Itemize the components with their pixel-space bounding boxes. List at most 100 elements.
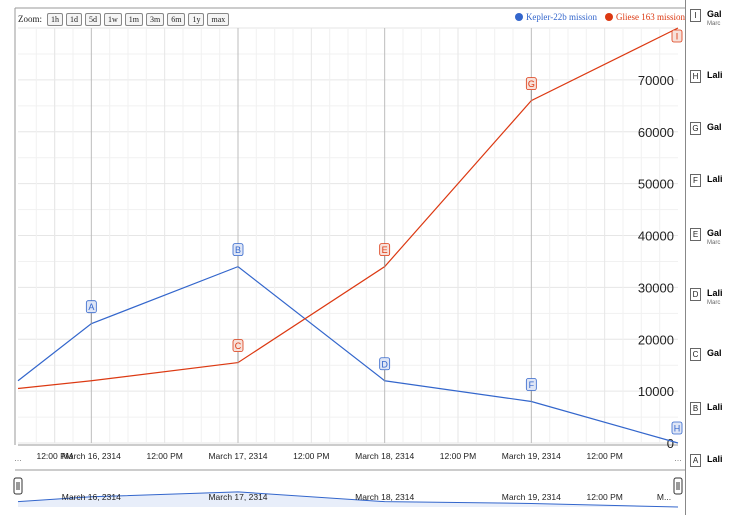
marker-letter: H (674, 424, 681, 434)
annotation-row-a[interactable]: A Lali (690, 454, 723, 467)
annotation-markers: A B C D E F G H I (85, 29, 683, 435)
annotation-row-f[interactable]: F Lali (690, 174, 723, 187)
annotation-marker-a[interactable]: A (85, 300, 97, 324)
zoom-5d-button[interactable]: 5d (85, 12, 101, 26)
annotation-marker-h[interactable]: H (671, 421, 683, 435)
annotation-title: Gal (707, 348, 722, 358)
legend-label-kepler: Kepler-22b mission (525, 12, 597, 22)
annotation-marker-i[interactable]: I (671, 29, 683, 43)
x-tick-label: 12:00 PM (586, 451, 622, 461)
annotation-title: Lali (707, 70, 723, 80)
annotation-flag: G (690, 122, 701, 135)
annotation-title: Gal Marc (707, 9, 722, 27)
annotation-row-i[interactable]: I Gal Marc (690, 9, 722, 29)
x-tick-label: March 17, 2314 (208, 451, 267, 461)
x-axis-ellipsis: … (674, 454, 682, 463)
series-line-gliese[interactable] (17, 27, 679, 390)
zoom-6m-button[interactable]: 6m (167, 12, 186, 26)
y-tick-label: 10000 (638, 384, 674, 399)
range-navigator-track[interactable]: March 16, 2314 March 17, 2314 March 18, 23… (15, 469, 685, 508)
annotation-row-g[interactable]: G Gal (690, 122, 722, 135)
annotation-row-b[interactable]: B Lali (690, 402, 723, 415)
annotation-title: Lali (707, 174, 723, 184)
marker-flag (85, 300, 97, 314)
zoom-toolbar: Zoom: 1h 1d 5d 1w 1m 3m 6m 1y max (18, 12, 230, 26)
x-tick-label: 12:00 PM (36, 451, 72, 461)
zoom-max-button[interactable]: max (207, 12, 230, 26)
y-tick-label: 50000 (638, 177, 674, 192)
annotation-flag: A (690, 454, 701, 467)
y-tick-label: 20000 (638, 332, 674, 347)
marker-letter: I (676, 32, 679, 42)
marker-flag (525, 77, 537, 91)
zoom-1h-button[interactable]: 1h (47, 12, 63, 26)
x-tick-label: 12:00 PM (293, 451, 329, 461)
zoom-1w-button[interactable]: 1w (104, 12, 122, 26)
y-tick-label: 60000 (638, 125, 674, 140)
annotation-row-h[interactable]: H Lali (690, 70, 723, 83)
annotation-flag: C (690, 348, 701, 361)
annotation-row-c[interactable]: C Gal (690, 348, 722, 361)
legend-swatch-kepler (514, 13, 523, 21)
annotation-flag: B (690, 402, 701, 415)
annotation-marker-e[interactable]: E (379, 243, 391, 267)
y-tick-label: 30000 (638, 280, 674, 295)
marker-letter: A (88, 302, 94, 312)
navigator-label: 12:00 PM (586, 492, 622, 502)
annotation-row-d[interactable]: D Lali Marc (690, 288, 723, 308)
zoom-3m-button[interactable]: 3m (146, 12, 165, 26)
legend-item-kepler[interactable]: Kepler-22b mission (514, 12, 597, 22)
handle-grip (673, 477, 683, 495)
navigator-left-handle[interactable] (13, 477, 23, 495)
annotation-flag: E (690, 228, 701, 241)
annotation-marker-f[interactable]: F (525, 378, 537, 402)
x-tick-label: March 16, 2314 (62, 451, 121, 461)
zoom-1d-button[interactable]: 1d (66, 12, 82, 26)
range-navigator[interactable]: March 16, 2314 March 17, 2314 March 18, 23… (13, 469, 685, 508)
navigator-line (17, 491, 679, 508)
zoom-label: Zoom: (18, 14, 42, 24)
marker-flag (379, 243, 391, 257)
marker-flag (671, 421, 683, 435)
annotation-marker-d[interactable]: D (379, 357, 391, 381)
legend-swatch-gliese (605, 13, 613, 21)
x-axis-ellipsis: … (14, 454, 22, 463)
annotation-subtitle: Marc (707, 21, 721, 27)
annotation-marker-b[interactable]: B (232, 243, 244, 267)
y-tick-label: 40000 (638, 229, 674, 244)
handle-grip (13, 477, 23, 495)
marker-flag (232, 243, 244, 257)
annotation-marker-c[interactable]: C (232, 339, 244, 363)
annotation-flag: D (690, 288, 701, 301)
legend: Kepler-22b mission Gliese 163 mission (514, 12, 685, 22)
navigator-label: M... (657, 492, 671, 502)
marker-flag (525, 378, 537, 391)
y-tick-label: 70000 (638, 73, 674, 88)
annotations-panel: I Gal Marc H Lali G Gal F Lali E Gal Marc D Lali Marc C… (685, 0, 740, 515)
navigator-label: March 19, 2314 (502, 492, 561, 502)
annotation-title: Gal (707, 122, 722, 132)
chart-canvas: 0 10000 20000 30000 40000 50000 60000 70000 12:… (13, 7, 685, 508)
marker-letter: B (235, 245, 241, 255)
marker-flag (232, 339, 244, 352)
zoom-1y-button[interactable]: 1y (188, 12, 205, 26)
zoom-1m-button[interactable]: 1m (124, 12, 144, 26)
annotation-subtitle: Marc (707, 300, 721, 306)
annotation-marker-g[interactable]: G (525, 77, 537, 101)
annotation-title: Gal Marc (707, 228, 722, 246)
legend-item-gliese[interactable]: Gliese 163 mission (605, 12, 685, 22)
annotation-row-e[interactable]: E Gal Marc (690, 228, 722, 248)
navigator-right-handle[interactable] (673, 477, 683, 495)
navigator-label: March 18, 2314 (355, 492, 414, 502)
marker-letter: D (381, 359, 388, 369)
marker-letter: C (235, 341, 242, 351)
annotation-title: Lali Marc (707, 288, 723, 306)
annotation-title: Lali (707, 454, 723, 464)
annotation-flag: I (690, 9, 701, 22)
annotation-title: Lali (707, 402, 723, 412)
marker-letter: E (382, 245, 388, 255)
series-line-kepler[interactable] (17, 265, 679, 444)
x-tick-label: 12:00 PM (440, 451, 476, 461)
